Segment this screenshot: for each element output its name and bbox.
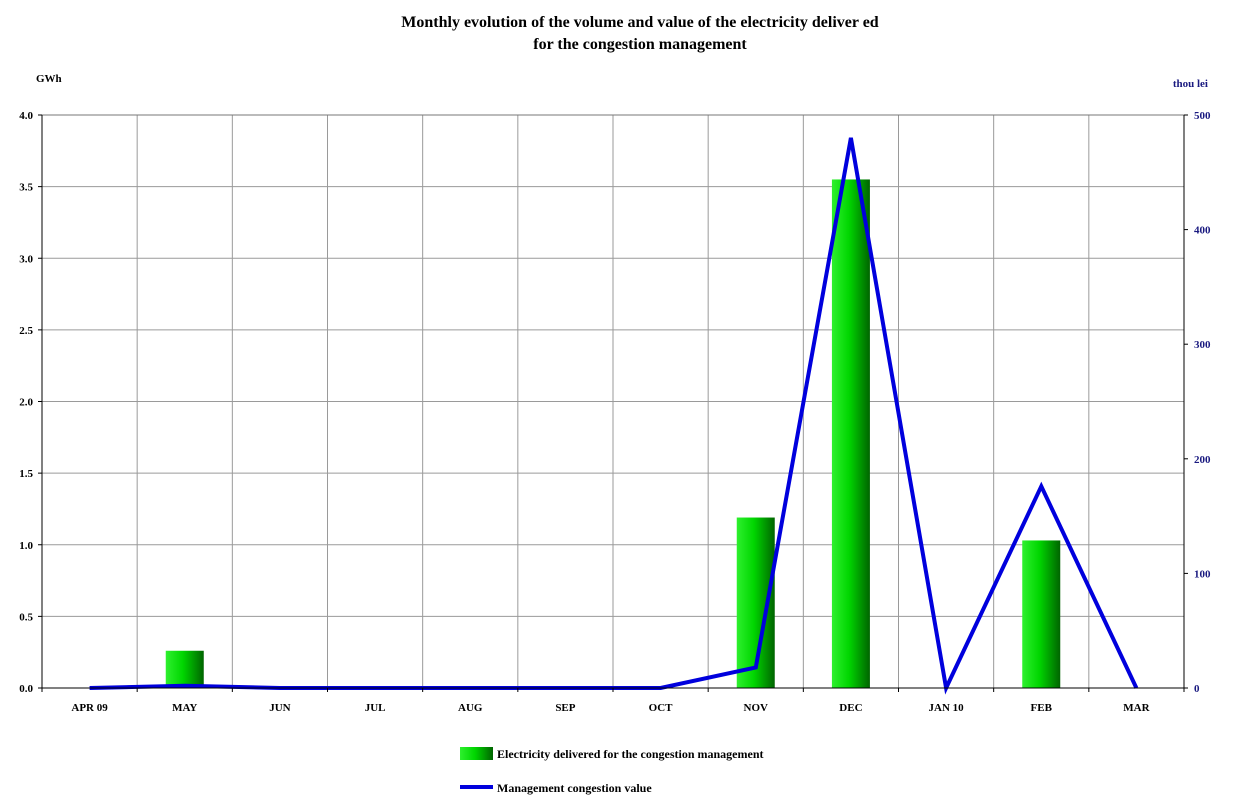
x-tick-label: APR 09 [71,702,108,714]
x-tick-label: JUN [269,702,290,714]
legend-label-bars: Electricity delivered for the congestion… [497,747,764,761]
left-tick-label: 4.0 [19,110,33,122]
right-tick-label: 200 [1194,454,1211,466]
axes [38,114,1188,692]
right-tick-label: 100 [1194,568,1211,580]
x-tick-label: AUG [458,702,483,714]
x-tick-label: MAR [1123,702,1150,714]
chart-title-line-2: for the congestion management [533,36,747,53]
left-tick-label: 3.5 [19,182,33,194]
x-tick-label: FEB [1031,702,1053,714]
x-tick-label: JAN 10 [929,702,965,714]
tick-labels: 0.0 0.5 1.0 1.5 2.0 2.5 3.0 3.5 4.0 0 100 200 300 400… [19,110,1211,714]
x-tick-label: SEP [555,702,575,714]
left-tick-label: 0.0 [19,683,33,695]
left-tick-label: 1.0 [19,540,33,552]
x-tick-label: NOV [744,702,769,714]
x-tick-label: OCT [649,702,674,714]
bar-feb [1022,540,1061,688]
bar-may [165,650,204,688]
left-tick-label: 0.5 [19,611,33,623]
right-tick-label: 0 [1194,683,1200,695]
chart-title-line-1: Monthly evolution of the volume and valu… [401,14,879,31]
left-tick-label: 1.5 [19,468,33,480]
gridlines [41,114,1185,689]
x-tick-label: DEC [839,702,862,714]
bar-series [165,179,1061,688]
bar-dec [831,179,870,688]
legend-label-line: Management congestion value [497,781,652,795]
left-tick-label: 3.0 [19,253,33,265]
x-tick-label: JUL [365,702,386,714]
right-tick-label: 500 [1194,110,1211,122]
legend: Electricity delivered for the congestion… [460,747,764,795]
right-axis-unit-label: thou lei [1173,78,1208,90]
right-tick-label: 300 [1194,339,1211,351]
left-axis-unit-label: GWh [36,73,62,85]
legend-swatch-bars [460,747,493,760]
left-tick-label: 2.5 [19,325,33,337]
left-tick-label: 2.0 [19,397,33,409]
x-tick-label: MAY [172,702,197,714]
right-tick-label: 400 [1194,225,1211,237]
